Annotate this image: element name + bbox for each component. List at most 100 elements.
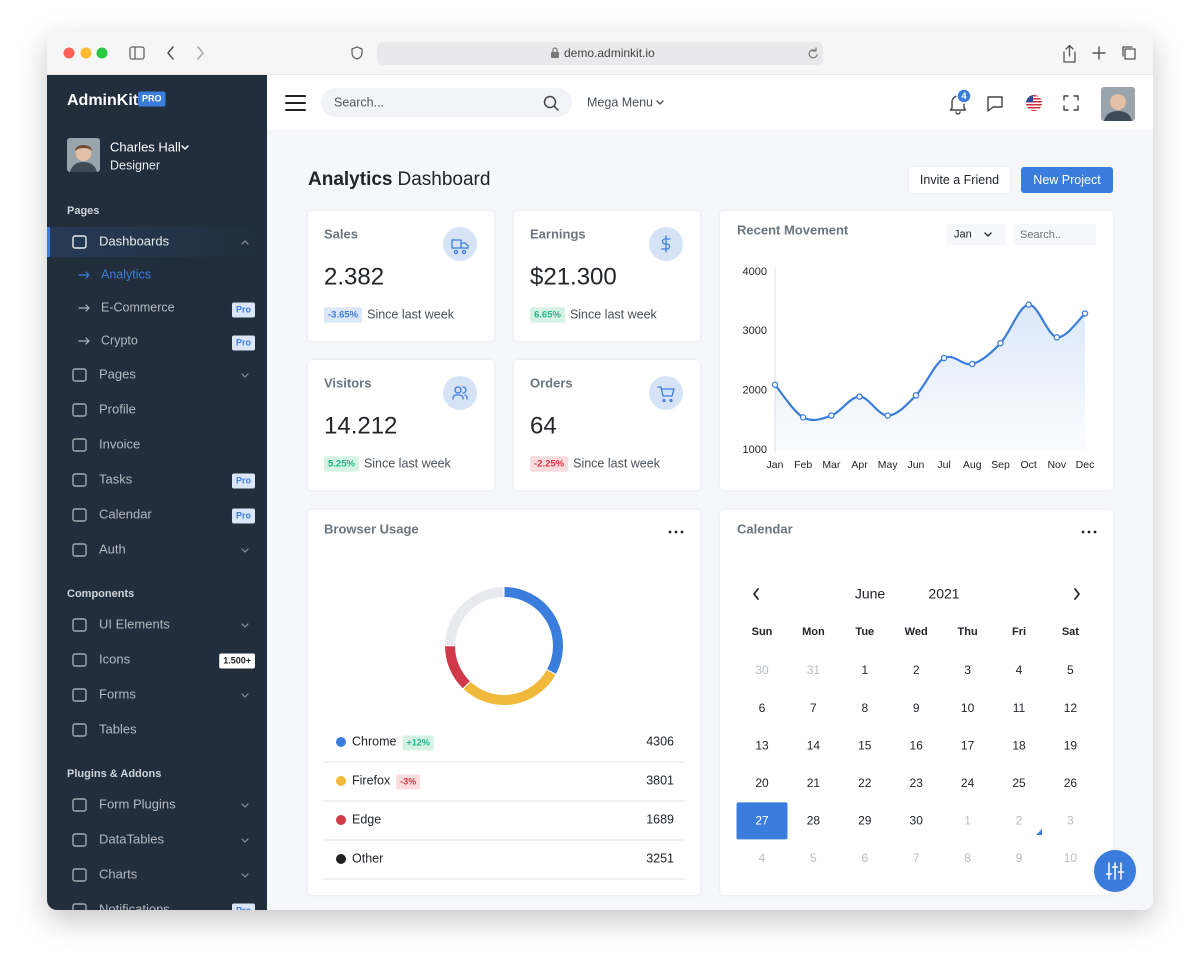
- messages-button[interactable]: [987, 96, 1003, 112]
- calendar-day[interactable]: 8: [861, 701, 868, 715]
- calendar-day[interactable]: 21: [807, 776, 821, 790]
- calendar-day[interactable]: 6: [861, 851, 868, 865]
- next-month[interactable]: [1074, 588, 1080, 600]
- calendar-day[interactable]: 13: [755, 738, 769, 752]
- user-name[interactable]: Charles Hall: [110, 139, 181, 154]
- calendar-day[interactable]: 27: [755, 814, 769, 828]
- calendar-day[interactable]: 7: [810, 701, 817, 715]
- calendar-day[interactable]: 15: [858, 738, 872, 752]
- calendar-day[interactable]: 30: [910, 814, 924, 828]
- calendar-day[interactable]: 28: [807, 814, 821, 828]
- calendar-day[interactable]: 25: [1012, 776, 1026, 790]
- new-tab-button[interactable]: [1092, 46, 1106, 60]
- card-menu-dot[interactable]: [1081, 530, 1085, 534]
- sidebar-sublink[interactable]: Analytics: [101, 267, 151, 281]
- calendar-day[interactable]: 14: [807, 738, 821, 752]
- card-menu-dot[interactable]: [1093, 530, 1097, 534]
- mega-menu[interactable]: Mega Menu: [587, 95, 653, 109]
- button[interactable]: New Project: [1033, 173, 1101, 187]
- sidebar-link[interactable]: Pages: [99, 366, 136, 381]
- tabs-button[interactable]: [1122, 46, 1136, 60]
- calendar-day[interactable]: 9: [1016, 851, 1023, 865]
- search-box[interactable]: [321, 88, 572, 117]
- button[interactable]: Invite a Friend: [920, 173, 999, 187]
- calendar-day[interactable]: 4: [759, 851, 766, 865]
- calendar-day[interactable]: 26: [1064, 776, 1078, 790]
- forward-button[interactable]: [197, 46, 204, 60]
- reload-button[interactable]: [808, 47, 818, 59]
- sidebar-link[interactable]: Invoice: [99, 436, 140, 451]
- calendar-day[interactable]: 11: [1013, 701, 1026, 715]
- calendar-day[interactable]: 7: [913, 851, 920, 865]
- share-button[interactable]: [1063, 44, 1076, 63]
- select-chevron: [984, 232, 992, 237]
- calendar-day[interactable]: 24: [961, 776, 975, 790]
- chart-search[interactable]: [1013, 224, 1096, 245]
- month-select[interactable]: [947, 224, 1006, 245]
- calendar-day[interactable]: 19: [1064, 738, 1078, 752]
- calendar-day[interactable]: 10: [961, 701, 975, 715]
- sidebar-link[interactable]: Form Plugins: [99, 796, 176, 811]
- calendar-day[interactable]: 22: [858, 776, 872, 790]
- calendar-day[interactable]: 10: [1064, 851, 1078, 865]
- calendar-day[interactable]: 2: [1016, 814, 1023, 828]
- sidebar-link[interactable]: DataTables: [99, 831, 165, 846]
- calendar-day[interactable]: 3: [964, 663, 971, 677]
- calendar-day[interactable]: 20: [755, 776, 769, 790]
- back-button[interactable]: [167, 46, 174, 60]
- legend-dot: [336, 776, 346, 786]
- prev-month[interactable]: [753, 588, 759, 600]
- calendar-day[interactable]: 8: [964, 851, 971, 865]
- calendar-day[interactable]: 16: [910, 738, 924, 752]
- x-tick-label: Feb: [794, 459, 812, 471]
- button-bg[interactable]: [1021, 167, 1113, 193]
- window-button[interactable]: [96, 47, 108, 59]
- calendar-day[interactable]: 2: [913, 663, 920, 677]
- calendar-day[interactable]: 5: [810, 851, 817, 865]
- card-menu-dot[interactable]: [668, 530, 672, 534]
- calendar-day[interactable]: 18: [1012, 738, 1026, 752]
- flag-canton: [1026, 95, 1033, 102]
- sidebar-link[interactable]: Notifications: [99, 901, 170, 916]
- calendar-day[interactable]: 31: [807, 663, 821, 677]
- card-menu-dot[interactable]: [680, 530, 684, 534]
- sidebar-badge-bg: [231, 302, 255, 318]
- address-bar[interactable]: [377, 42, 823, 65]
- calendar-day[interactable]: 5: [1067, 663, 1074, 677]
- y-tick-label: 1000: [743, 444, 767, 456]
- calendar-day[interactable]: 9: [913, 701, 920, 715]
- sidebar-link[interactable]: Dashboards: [99, 233, 170, 248]
- sidebar-sublink[interactable]: E-Commerce: [101, 300, 175, 314]
- calendar-day[interactable]: 1: [964, 814, 971, 828]
- sidebar-link[interactable]: Tables: [99, 721, 137, 736]
- calendar-day[interactable]: 1: [861, 663, 868, 677]
- fullscreen-button[interactable]: [1063, 95, 1079, 111]
- calendar-day[interactable]: 23: [910, 776, 924, 790]
- sidebar-toggle[interactable]: [129, 46, 145, 60]
- calendar-day[interactable]: 3: [1067, 814, 1074, 828]
- sidebar-sublink[interactable]: Crypto: [101, 333, 138, 347]
- calendar-day[interactable]: 4: [1016, 663, 1023, 677]
- sidebar-link[interactable]: Forms: [99, 686, 136, 701]
- button-bg[interactable]: [909, 167, 1010, 193]
- menu-toggle[interactable]: [285, 95, 306, 111]
- sidebar-link[interactable]: Charts: [99, 866, 138, 881]
- sidebar-link[interactable]: Tasks: [99, 471, 133, 486]
- brand[interactable]: AdminKit: [67, 92, 139, 109]
- sidebar-link[interactable]: Calendar: [99, 506, 152, 521]
- calendar-day[interactable]: 12: [1064, 701, 1078, 715]
- legend-dot: [336, 854, 346, 864]
- calendar-day[interactable]: 30: [755, 663, 769, 677]
- sidebar-link[interactable]: Profile: [99, 401, 136, 416]
- card-menu-dot[interactable]: [1087, 530, 1091, 534]
- sidebar-link[interactable]: UI Elements: [99, 616, 170, 631]
- window-button[interactable]: [80, 47, 92, 59]
- calendar-day[interactable]: 6: [759, 701, 766, 715]
- sidebar-link[interactable]: Auth: [99, 541, 126, 556]
- card-menu-dot[interactable]: [674, 530, 678, 534]
- sidebar-link[interactable]: Icons: [99, 651, 131, 666]
- window-button[interactable]: [63, 47, 75, 59]
- calendar-day[interactable]: 29: [858, 814, 872, 828]
- sidebar-icon: [72, 403, 87, 417]
- calendar-day[interactable]: 17: [961, 738, 975, 752]
